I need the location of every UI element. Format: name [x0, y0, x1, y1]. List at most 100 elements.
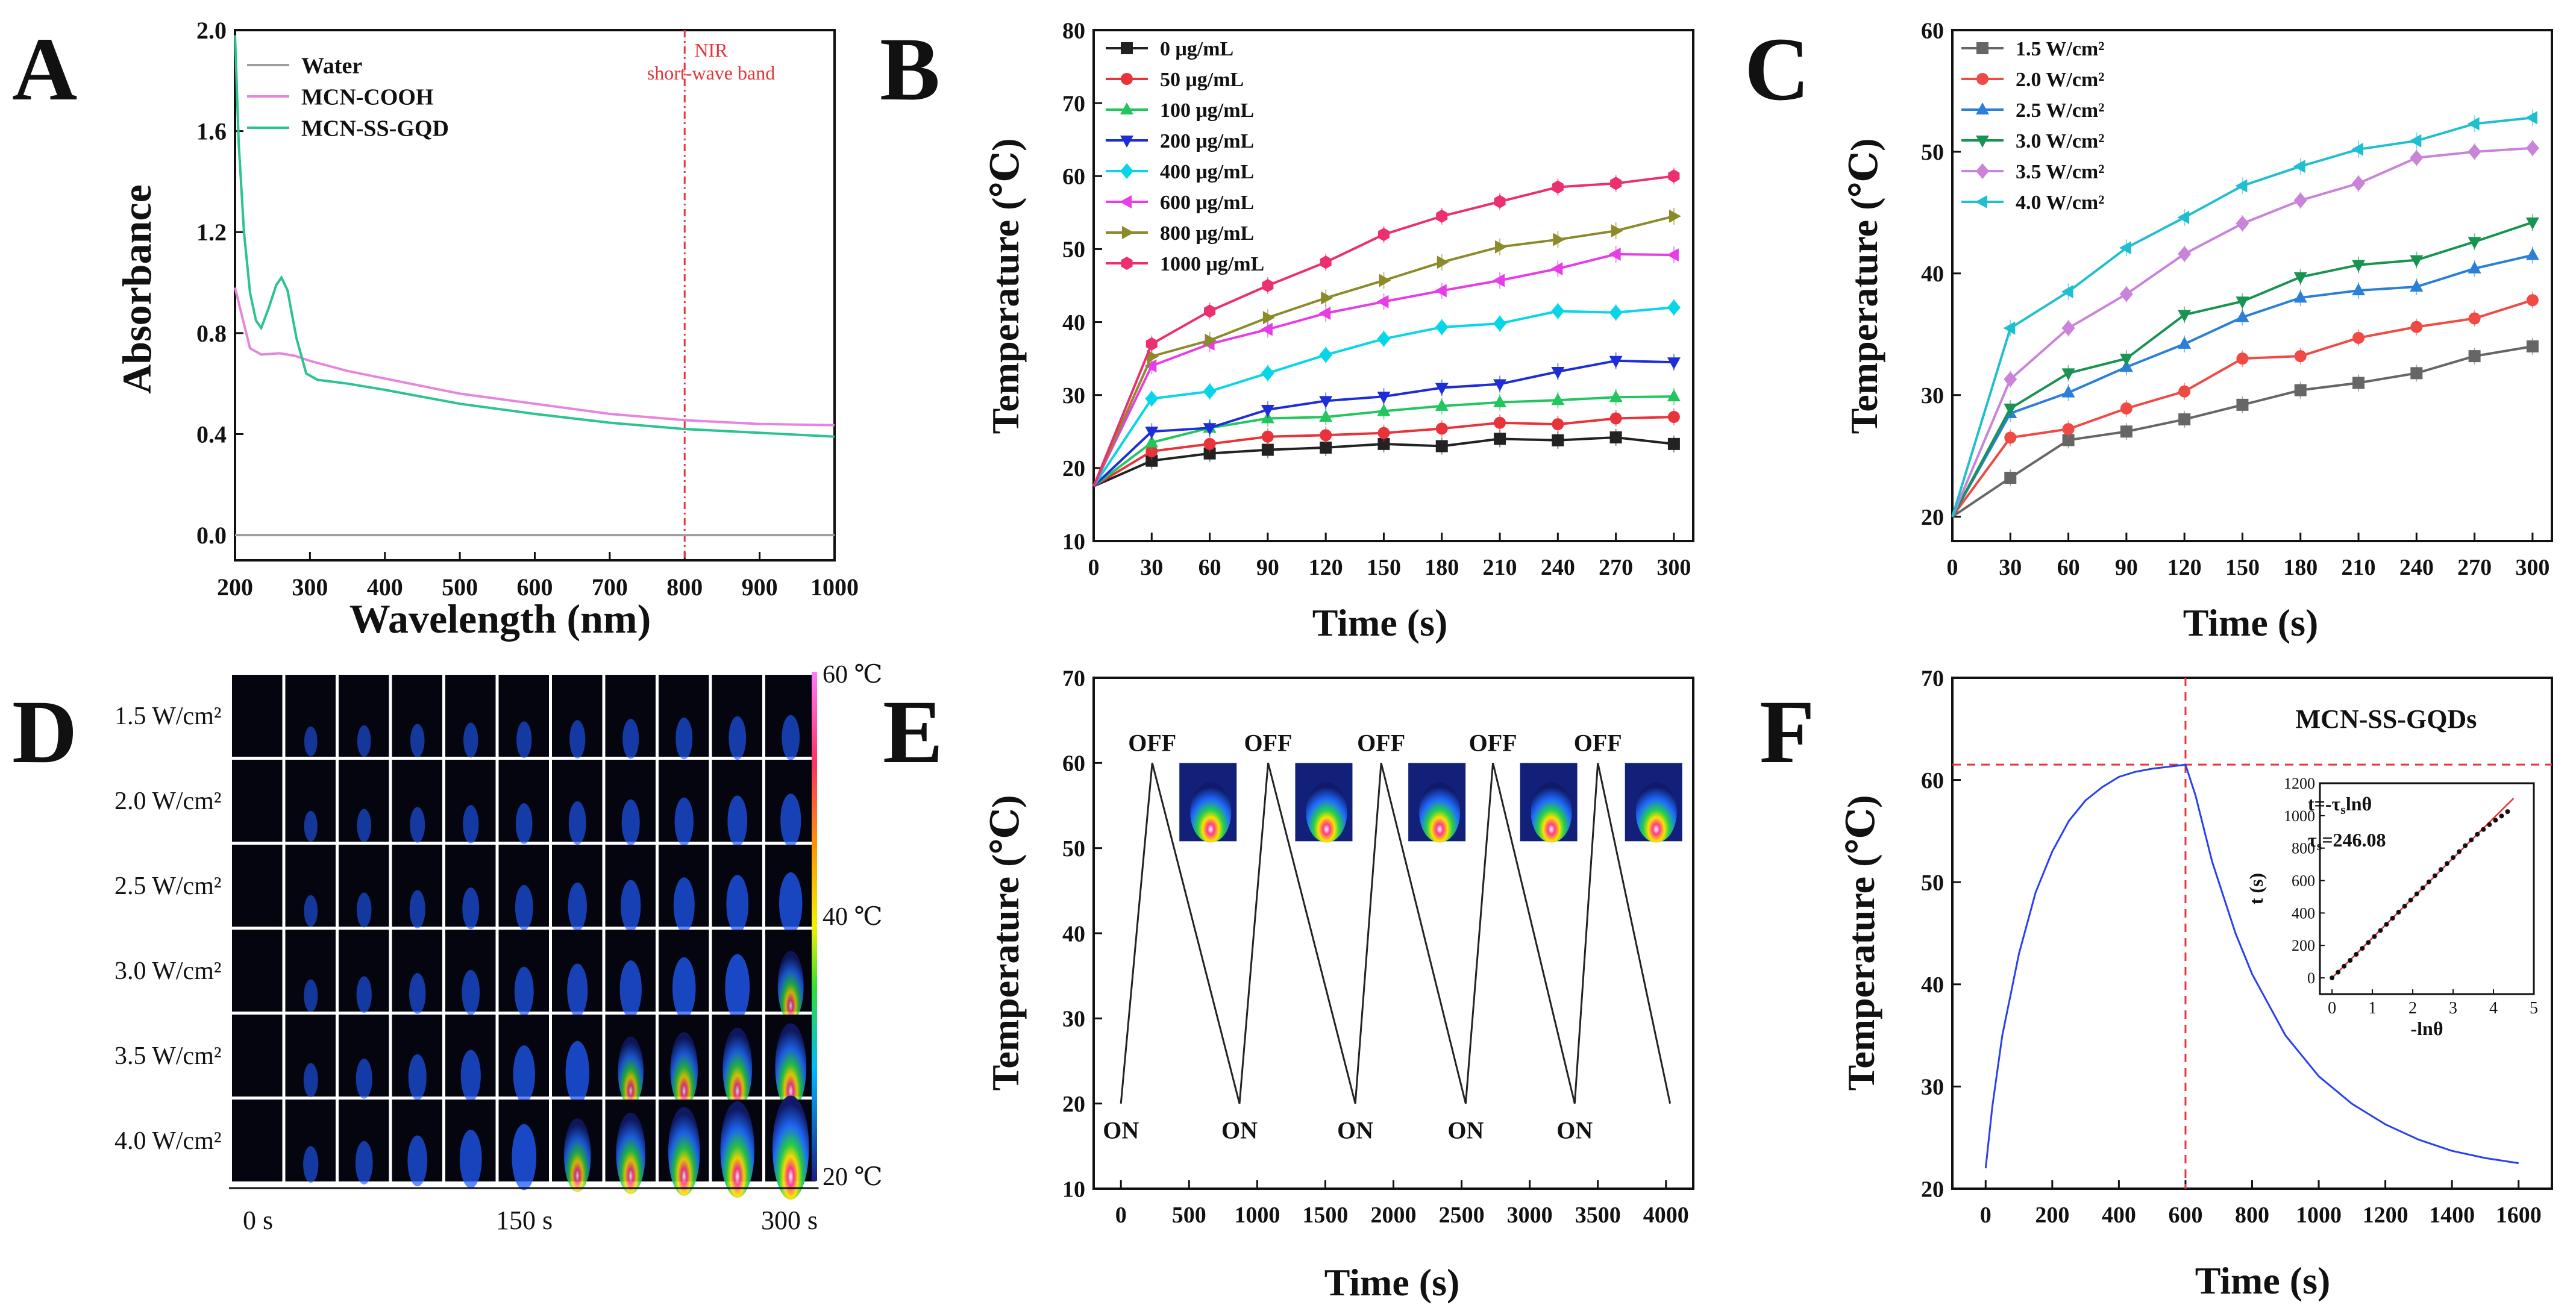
thermal-spot: [674, 797, 694, 846]
data-point: [1261, 430, 1274, 443]
x-tick-label: 0: [1088, 555, 1100, 580]
data-point: [1553, 233, 1565, 246]
data-point: [1609, 390, 1623, 402]
thermal-spot: [513, 1045, 535, 1103]
data-point: [2352, 260, 2366, 272]
data-point: [2061, 320, 2075, 336]
data-point: [2178, 336, 2192, 349]
inset-data-point: [2372, 934, 2377, 939]
legend-entry: 0 μg/mL: [1160, 38, 1233, 60]
x-tick-label: 3000: [1507, 1203, 1553, 1228]
y-tick-label: 30: [1062, 383, 1085, 408]
x-tick-label: 270: [1599, 555, 1633, 580]
data-point: [1435, 398, 1449, 411]
panel-letter-c: C: [1744, 19, 1810, 119]
thermal-spot: [407, 1135, 428, 1187]
x-tick-label: 300: [292, 574, 328, 601]
thermal-spot: [515, 884, 533, 930]
data-point: [2119, 354, 2133, 366]
data-point: [1667, 437, 1680, 450]
legend-entry: 100 μg/mL: [1160, 99, 1254, 122]
colorbar-max-label: 60 ℃: [823, 661, 882, 689]
data-point: [1552, 434, 1564, 446]
data-point: [2236, 310, 2249, 322]
data-point: [1608, 247, 1621, 261]
power-density-temperature-plot: 0 30 60 90 120 150 180 210 240 270 300 20 30 40 50 60 1.…: [1921, 18, 2553, 580]
data-point: [1377, 404, 1391, 416]
data-point: [1976, 102, 1989, 114]
y-axis-title-e: Temperature (℃): [984, 795, 1027, 1091]
y-tick-label: 60: [1921, 18, 1944, 43]
thermal-spot: [355, 1141, 373, 1184]
inset-x-tick-label: 2: [2408, 999, 2417, 1018]
x-tick-label: 1500: [1302, 1203, 1348, 1228]
data-point: [2062, 434, 2075, 446]
inset-data-point: [2463, 843, 2468, 848]
y-tick-label: 0.8: [196, 320, 227, 347]
y-tick-label: 70: [1062, 91, 1085, 116]
x-axis-title-a: Wavelength (nm): [349, 596, 651, 642]
off-label: OFF: [1357, 729, 1405, 756]
y-tick-label: 40: [1921, 261, 1944, 287]
inset-frame: [2319, 782, 2535, 995]
inset-x-tick-label: 5: [2530, 999, 2538, 1018]
legend-entry: 600 μg/mL: [1160, 192, 1254, 214]
thermal-spot: [772, 1095, 809, 1200]
data-point: [2120, 425, 2133, 438]
cycle-curve: [1120, 762, 1672, 1104]
data-point: [2062, 423, 2075, 436]
series-line: [1951, 345, 2533, 518]
thermal-spot: [462, 969, 480, 1015]
data-point: [1145, 390, 1159, 407]
x-tick-label: 1600: [2496, 1203, 2542, 1228]
data-point: [1121, 257, 1133, 270]
panel-letter-f: F: [1760, 682, 1815, 782]
inset-y-tick-label: 1200: [2284, 775, 2315, 792]
thermal-spot: [409, 973, 426, 1014]
inset-data-point: [2354, 952, 2359, 957]
data-point: [1609, 412, 1622, 425]
data-point: [2409, 134, 2422, 148]
x-tick-label: 30: [1140, 555, 1163, 580]
thermal-spot: [514, 966, 534, 1016]
legend-entry: 1.5 W/cm²: [2016, 38, 2104, 60]
thermal-spot: [357, 809, 372, 842]
legend-entry: 200 μg/mL: [1160, 130, 1254, 152]
data-point: [1434, 284, 1447, 298]
y-tick-label: 60: [1062, 164, 1085, 190]
x-tick-label: 2500: [1439, 1203, 1485, 1228]
legend-entry: 4.0 W/cm²: [2016, 192, 2104, 214]
thermal-spot: [720, 1101, 755, 1198]
data-point: [2352, 331, 2365, 344]
data-point: [2236, 296, 2249, 309]
data-point: [1377, 331, 1391, 347]
inset-data-point: [2457, 849, 2462, 854]
x-tick-label: 1000: [810, 574, 859, 601]
thermal-spot: [779, 872, 803, 934]
x-tick-label: 400: [2102, 1203, 2136, 1228]
legend-entry: MCN-SS-GQD: [301, 116, 449, 141]
y-tick-label: 50: [1062, 836, 1085, 862]
y-tick-label: 50: [1062, 237, 1085, 263]
off-label: OFF: [1244, 729, 1292, 756]
data-point: [1666, 248, 1679, 262]
inset-x-tick-label: 4: [2489, 999, 2498, 1018]
inset-x-tick-label: 3: [2449, 999, 2457, 1018]
panel-letter-e: E: [883, 682, 943, 782]
thermal-spot: [619, 960, 642, 1018]
thermal-inset-spot: [1190, 782, 1232, 843]
data-point: [1145, 435, 1159, 448]
series-line: [1092, 359, 1674, 487]
data-point: [2468, 312, 2481, 325]
thermal-spot: [675, 718, 693, 760]
data-point: [2352, 283, 2366, 296]
y-tick-label: 50: [1921, 140, 1944, 165]
x-tick-label: 210: [2342, 555, 2376, 580]
data-point: [2119, 286, 2133, 302]
thermal-spot: [670, 1032, 698, 1108]
x-tick-label: 90: [1256, 555, 1279, 580]
data-point: [2351, 142, 2364, 156]
panel-a: A 200 300 400 500 600 700 800 900 1000 0.0 0.4 0.8 1…: [12, 17, 859, 642]
thermal-spot: [616, 1112, 646, 1194]
on-label: ON: [1447, 1117, 1484, 1144]
